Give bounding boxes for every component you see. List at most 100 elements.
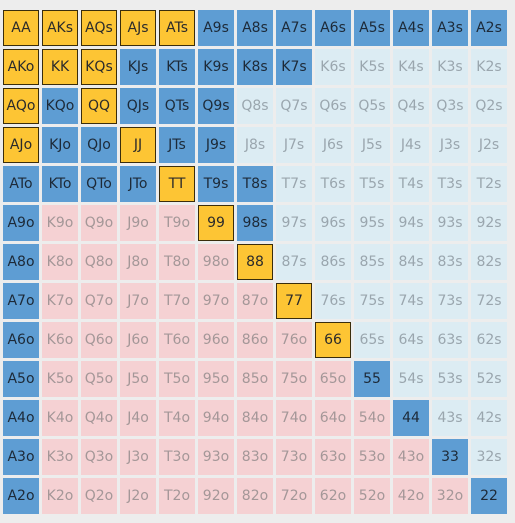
- hand-cell-ats[interactable]: ATs: [159, 10, 195, 46]
- hand-cell-kjo[interactable]: KJo: [42, 127, 78, 163]
- hand-cell-k2o[interactable]: K2o: [42, 478, 78, 514]
- hand-cell-q5s[interactable]: Q5s: [354, 88, 390, 124]
- hand-cell-82o[interactable]: 82o: [237, 478, 273, 514]
- hand-cell-qjs[interactable]: QJs: [120, 88, 156, 124]
- hand-cell-jto[interactable]: JTo: [120, 166, 156, 202]
- hand-cell-66[interactable]: 66: [315, 322, 351, 358]
- hand-cell-65s[interactable]: 65s: [354, 322, 390, 358]
- hand-cell-k9s[interactable]: K9s: [198, 49, 234, 85]
- hand-cell-64o[interactable]: 64o: [315, 400, 351, 436]
- hand-cell-aa[interactable]: AA: [3, 10, 39, 46]
- hand-cell-74s[interactable]: 74s: [393, 283, 429, 319]
- hand-cell-j6s[interactable]: J6s: [315, 127, 351, 163]
- hand-cell-88[interactable]: 88: [237, 244, 273, 280]
- hand-cell-32o[interactable]: 32o: [432, 478, 468, 514]
- hand-cell-k6o[interactable]: K6o: [42, 322, 78, 358]
- hand-cell-84o[interactable]: 84o: [237, 400, 273, 436]
- hand-cell-95s[interactable]: 95s: [354, 205, 390, 241]
- hand-cell-85s[interactable]: 85s: [354, 244, 390, 280]
- hand-cell-aks[interactable]: AKs: [42, 10, 78, 46]
- hand-cell-97s[interactable]: 97s: [276, 205, 312, 241]
- hand-cell-77[interactable]: 77: [276, 283, 312, 319]
- hand-cell-k4s[interactable]: K4s: [393, 49, 429, 85]
- hand-cell-t4o[interactable]: T4o: [159, 400, 195, 436]
- hand-cell-76o[interactable]: 76o: [276, 322, 312, 358]
- hand-cell-j3s[interactable]: J3s: [432, 127, 468, 163]
- hand-cell-96o[interactable]: 96o: [198, 322, 234, 358]
- hand-cell-52o[interactable]: 52o: [354, 478, 390, 514]
- hand-cell-t5s[interactable]: T5s: [354, 166, 390, 202]
- hand-cell-ajo[interactable]: AJo: [3, 127, 39, 163]
- hand-cell-44[interactable]: 44: [393, 400, 429, 436]
- hand-cell-q6o[interactable]: Q6o: [81, 322, 117, 358]
- hand-cell-t3s[interactable]: T3s: [432, 166, 468, 202]
- hand-cell-a8s[interactable]: A8s: [237, 10, 273, 46]
- hand-cell-62o[interactable]: 62o: [315, 478, 351, 514]
- hand-cell-qjo[interactable]: QJo: [81, 127, 117, 163]
- hand-cell-k7o[interactable]: K7o: [42, 283, 78, 319]
- hand-cell-75s[interactable]: 75s: [354, 283, 390, 319]
- hand-cell-84s[interactable]: 84s: [393, 244, 429, 280]
- hand-cell-j7s[interactable]: J7s: [276, 127, 312, 163]
- hand-cell-73o[interactable]: 73o: [276, 439, 312, 475]
- hand-cell-qts[interactable]: QTs: [159, 88, 195, 124]
- hand-cell-j3o[interactable]: J3o: [120, 439, 156, 475]
- hand-cell-kjs[interactable]: KJs: [120, 49, 156, 85]
- hand-cell-k2s[interactable]: K2s: [471, 49, 507, 85]
- hand-cell-87o[interactable]: 87o: [237, 283, 273, 319]
- hand-cell-j2s[interactable]: J2s: [471, 127, 507, 163]
- hand-cell-33[interactable]: 33: [432, 439, 468, 475]
- hand-cell-a5s[interactable]: A5s: [354, 10, 390, 46]
- hand-cell-t6s[interactable]: T6s: [315, 166, 351, 202]
- hand-cell-q3o[interactable]: Q3o: [81, 439, 117, 475]
- hand-cell-55[interactable]: 55: [354, 361, 390, 397]
- hand-cell-63s[interactable]: 63s: [432, 322, 468, 358]
- hand-cell-54s[interactable]: 54s: [393, 361, 429, 397]
- hand-cell-t9s[interactable]: T9s: [198, 166, 234, 202]
- hand-cell-a9s[interactable]: A9s: [198, 10, 234, 46]
- hand-cell-62s[interactable]: 62s: [471, 322, 507, 358]
- hand-cell-jj[interactable]: JJ: [120, 127, 156, 163]
- hand-cell-97o[interactable]: 97o: [198, 283, 234, 319]
- hand-cell-t9o[interactable]: T9o: [159, 205, 195, 241]
- hand-cell-94o[interactable]: 94o: [198, 400, 234, 436]
- hand-cell-q8s[interactable]: Q8s: [237, 88, 273, 124]
- hand-cell-a5o[interactable]: A5o: [3, 361, 39, 397]
- hand-cell-j8o[interactable]: J8o: [120, 244, 156, 280]
- hand-cell-j5o[interactable]: J5o: [120, 361, 156, 397]
- hand-cell-98s[interactable]: 98s: [237, 205, 273, 241]
- hand-cell-q2o[interactable]: Q2o: [81, 478, 117, 514]
- hand-cell-53o[interactable]: 53o: [354, 439, 390, 475]
- hand-cell-k6s[interactable]: K6s: [315, 49, 351, 85]
- hand-cell-95o[interactable]: 95o: [198, 361, 234, 397]
- hand-cell-a7o[interactable]: A7o: [3, 283, 39, 319]
- hand-cell-q3s[interactable]: Q3s: [432, 88, 468, 124]
- hand-cell-96s[interactable]: 96s: [315, 205, 351, 241]
- hand-cell-q7s[interactable]: Q7s: [276, 88, 312, 124]
- hand-cell-63o[interactable]: 63o: [315, 439, 351, 475]
- hand-cell-53s[interactable]: 53s: [432, 361, 468, 397]
- hand-cell-a3o[interactable]: A3o: [3, 439, 39, 475]
- hand-cell-aqo[interactable]: AQo: [3, 88, 39, 124]
- hand-cell-t4s[interactable]: T4s: [393, 166, 429, 202]
- hand-cell-k4o[interactable]: K4o: [42, 400, 78, 436]
- hand-cell-a2s[interactable]: A2s: [471, 10, 507, 46]
- hand-cell-q8o[interactable]: Q8o: [81, 244, 117, 280]
- hand-cell-42s[interactable]: 42s: [471, 400, 507, 436]
- hand-cell-83s[interactable]: 83s: [432, 244, 468, 280]
- hand-cell-a6o[interactable]: A6o: [3, 322, 39, 358]
- hand-cell-j7o[interactable]: J7o: [120, 283, 156, 319]
- hand-cell-k9o[interactable]: K9o: [42, 205, 78, 241]
- hand-cell-72s[interactable]: 72s: [471, 283, 507, 319]
- hand-cell-83o[interactable]: 83o: [237, 439, 273, 475]
- hand-cell-74o[interactable]: 74o: [276, 400, 312, 436]
- hand-cell-t7s[interactable]: T7s: [276, 166, 312, 202]
- hand-cell-42o[interactable]: 42o: [393, 478, 429, 514]
- hand-cell-82s[interactable]: 82s: [471, 244, 507, 280]
- hand-cell-32s[interactable]: 32s: [471, 439, 507, 475]
- hand-cell-22[interactable]: 22: [471, 478, 507, 514]
- hand-cell-86s[interactable]: 86s: [315, 244, 351, 280]
- hand-cell-t7o[interactable]: T7o: [159, 283, 195, 319]
- hand-cell-k3o[interactable]: K3o: [42, 439, 78, 475]
- hand-cell-93s[interactable]: 93s: [432, 205, 468, 241]
